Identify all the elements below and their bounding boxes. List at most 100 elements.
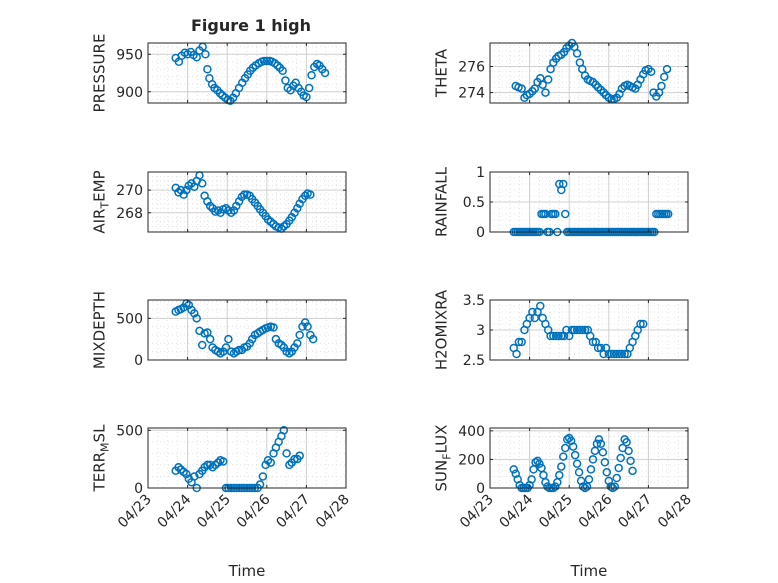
data-point [560, 209, 570, 219]
data-point [306, 190, 315, 199]
data-point [584, 475, 594, 484]
data-point [517, 84, 526, 93]
data-point [586, 465, 596, 474]
data-point [295, 330, 304, 340]
data-point [559, 179, 568, 189]
data-point [657, 81, 666, 91]
data-point [229, 206, 239, 215]
data-point [612, 349, 621, 359]
data-point [626, 456, 635, 466]
data-point [578, 325, 587, 335]
figure-title: Figure 1 high [191, 16, 311, 35]
data-point [239, 190, 249, 199]
x-tick-label: 04/24 [497, 491, 537, 531]
data-point [570, 450, 580, 460]
y-tick-label: 0 [134, 353, 143, 369]
y-tick-label: 500 [116, 311, 143, 327]
data-point [612, 473, 621, 483]
x-tick-label: 04/25 [536, 492, 576, 532]
data-point [570, 325, 579, 335]
data-point [616, 453, 625, 463]
data-point [190, 309, 199, 318]
data-point [303, 322, 312, 331]
data-point [182, 185, 191, 195]
data-point [259, 56, 269, 66]
x-axis-label: Time [570, 562, 608, 580]
data-point [551, 209, 560, 219]
data-point [600, 458, 610, 467]
y-tick-label: 268 [116, 206, 143, 222]
data-point [213, 458, 223, 467]
data-point [610, 482, 619, 491]
data-point [568, 442, 578, 451]
data-point [592, 439, 602, 448]
data-point [237, 192, 247, 202]
y-axis-label: RAINFALL [433, 166, 451, 237]
y-axis-label: H2OMIXRA [433, 289, 451, 370]
data-point [541, 209, 550, 219]
data-point [538, 80, 547, 89]
data-point [517, 337, 526, 347]
subplot-mixdepth: 0 500 MIXDEPTH [91, 291, 347, 369]
data-markers [171, 299, 318, 358]
data-point [572, 49, 582, 58]
axes-box [147, 299, 347, 361]
data-point [213, 206, 223, 215]
data-point [192, 53, 201, 62]
data-point [659, 72, 669, 82]
data-point [300, 318, 310, 327]
data-point [224, 334, 233, 344]
data-point [304, 83, 314, 93]
x-tick-label: 04/23 [457, 492, 497, 532]
y-tick-label: 0.5 [463, 195, 485, 211]
data-point [205, 460, 215, 470]
data-point [588, 455, 598, 464]
data-point [512, 349, 521, 359]
data-point [198, 179, 207, 188]
subplot-rainfall: 0 0.5 1 RAINFALL [433, 165, 689, 241]
data-point [509, 465, 519, 474]
data-markers [171, 426, 304, 493]
data-point [205, 334, 215, 344]
data-point [215, 89, 225, 98]
data-point [588, 337, 598, 347]
data-markers [509, 433, 637, 493]
axes-box [489, 42, 689, 104]
data-point [531, 458, 540, 467]
y-tick-label: 0 [134, 481, 143, 497]
data-point [620, 349, 629, 359]
data-point [596, 439, 606, 448]
data-point [559, 452, 568, 461]
data-markers [171, 171, 315, 233]
data-point [554, 331, 563, 341]
y-tick-label: 200 [458, 452, 485, 468]
y-axis-label: THETA [433, 48, 451, 98]
y-tick-label: 400 [458, 424, 485, 440]
data-point [285, 460, 294, 470]
data-point [574, 468, 584, 477]
data-point [198, 340, 207, 350]
y-tick-label: 3.5 [463, 293, 485, 309]
x-tick-label: 04/27 [273, 492, 313, 532]
x-tick-label: 04/24 [155, 491, 195, 531]
data-point [537, 463, 546, 473]
data-point [203, 65, 212, 74]
data-point [278, 66, 287, 75]
data-point [663, 209, 673, 219]
data-point [598, 448, 608, 457]
axes-box [147, 427, 347, 489]
subplot-theta: 274 276 THETA [433, 38, 689, 104]
y-axis-label: PRESSURE [91, 34, 109, 113]
subplot-pressure: 900 950 PRESSURE [91, 34, 347, 113]
data-point [624, 446, 633, 456]
data-point [536, 301, 545, 311]
data-point [174, 462, 183, 472]
data-point [307, 71, 316, 80]
axes-box [147, 171, 347, 233]
x-tick-label: 04/26 [576, 491, 616, 531]
data-point [662, 64, 672, 74]
y-tick-label: 950 [116, 47, 143, 63]
